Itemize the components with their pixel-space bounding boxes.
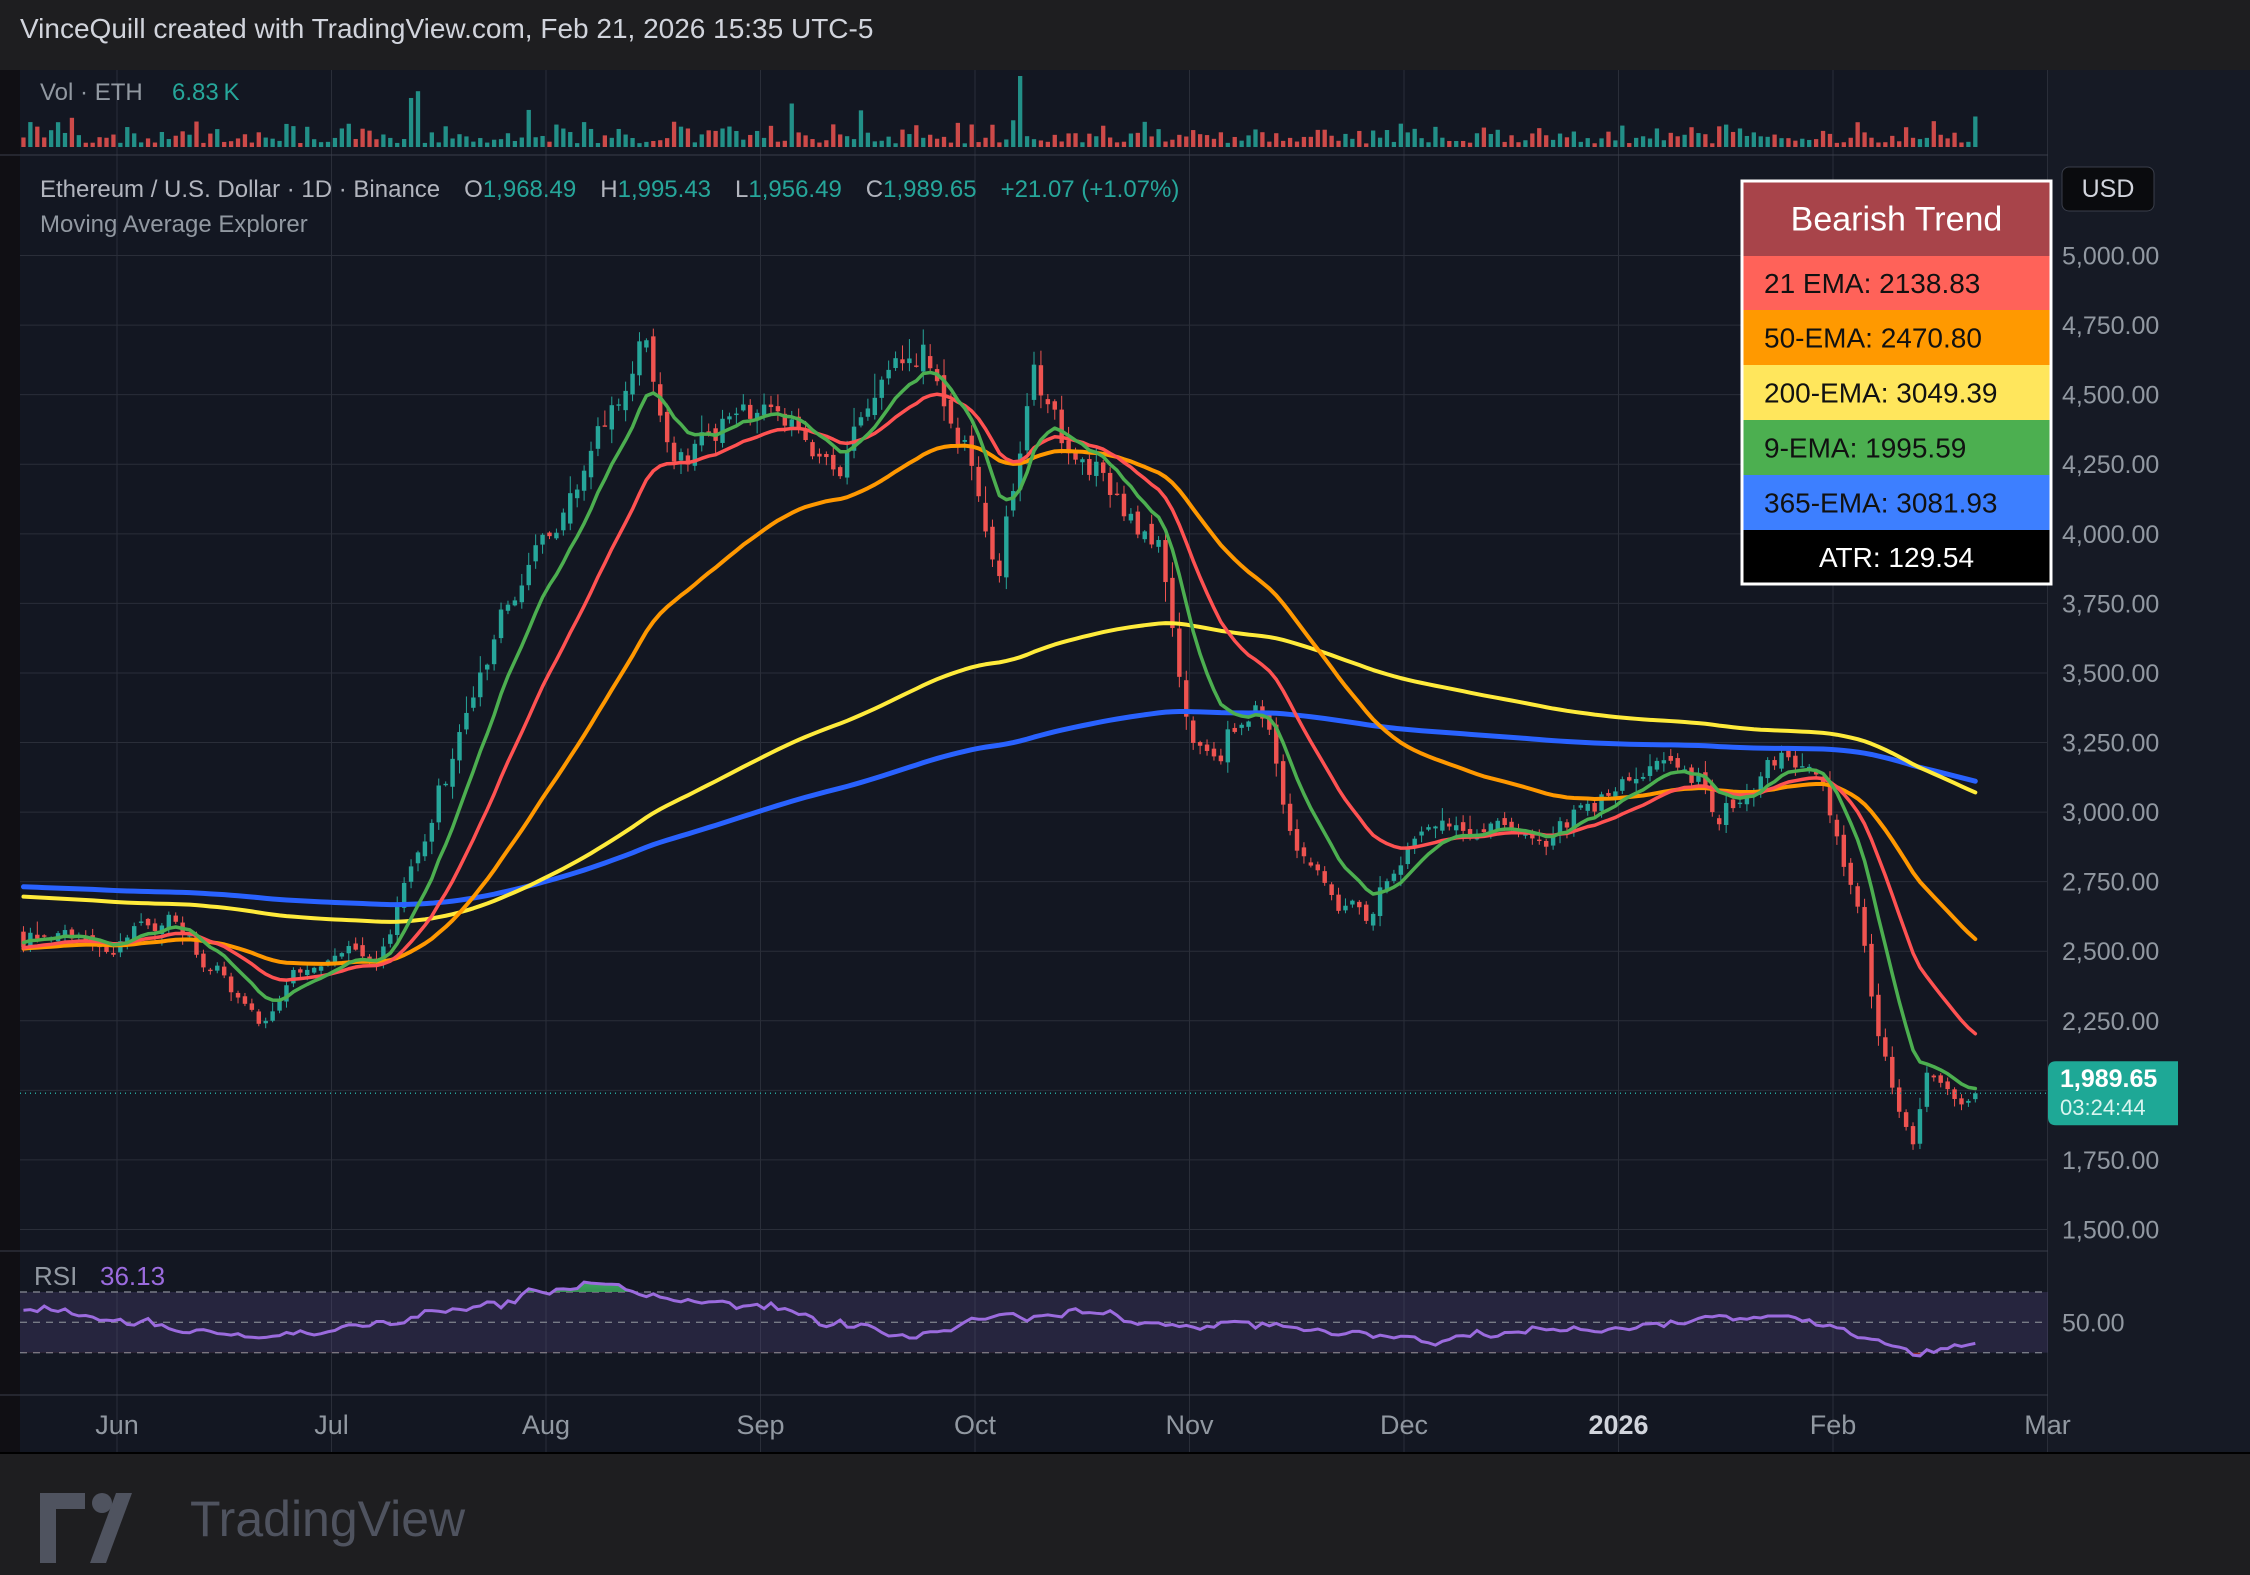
svg-text:2,250.00: 2,250.00 <box>2062 1008 2159 1036</box>
svg-text:Ethereum / U.S. Dollar · 1D ·: Ethereum / U.S. Dollar · 1D · Binance O1… <box>40 176 1179 203</box>
svg-text:RSI: RSI <box>34 1261 77 1291</box>
svg-text:Mar: Mar <box>2024 1410 2071 1440</box>
svg-text:Bearish Trend: Bearish Trend <box>1791 201 2003 239</box>
svg-text:1,989.65: 1,989.65 <box>2060 1065 2157 1093</box>
svg-text:50-EMA: 2470.80: 50-EMA: 2470.80 <box>1764 323 1982 354</box>
svg-text:Jun: Jun <box>95 1410 139 1440</box>
svg-text:21 EMA: 2138.83: 21 EMA: 2138.83 <box>1764 268 1980 299</box>
svg-text:365-EMA: 3081.93: 365-EMA: 3081.93 <box>1764 488 1998 519</box>
svg-text:VinceQuill created with Tradin: VinceQuill created with TradingView.com,… <box>20 13 873 44</box>
svg-text:3,250.00: 3,250.00 <box>2062 730 2159 758</box>
svg-text:TradingView: TradingView <box>190 1491 466 1547</box>
svg-text:Nov: Nov <box>1165 1410 1214 1440</box>
svg-text:36.13: 36.13 <box>100 1261 165 1291</box>
svg-text:Dec: Dec <box>1380 1410 1428 1440</box>
svg-text:Aug: Aug <box>522 1410 570 1440</box>
svg-text:4,250.00: 4,250.00 <box>2062 451 2159 479</box>
svg-text:1,500.00: 1,500.00 <box>2062 1217 2159 1245</box>
svg-text:4,500.00: 4,500.00 <box>2062 382 2159 410</box>
svg-text:3,000.00: 3,000.00 <box>2062 799 2159 827</box>
svg-text:1,750.00: 1,750.00 <box>2062 1147 2159 1175</box>
svg-text:Sep: Sep <box>736 1410 784 1440</box>
svg-text:9-EMA: 1995.59: 9-EMA: 1995.59 <box>1764 433 1966 464</box>
svg-text:3,500.00: 3,500.00 <box>2062 660 2159 688</box>
svg-text:Oct: Oct <box>954 1410 997 1440</box>
svg-text:4,750.00: 4,750.00 <box>2062 312 2159 340</box>
svg-text:2,500.00: 2,500.00 <box>2062 938 2159 966</box>
svg-text:Vol · ETH: Vol · ETH <box>40 79 143 106</box>
svg-text:6.83 K: 6.83 K <box>172 79 240 106</box>
svg-text:Moving Average Explorer: Moving Average Explorer <box>40 211 308 238</box>
svg-text:2026: 2026 <box>1588 1410 1648 1440</box>
svg-text:200-EMA: 3049.39: 200-EMA: 3049.39 <box>1764 378 1998 409</box>
svg-text:Feb: Feb <box>1810 1410 1857 1440</box>
svg-text:03:24:44: 03:24:44 <box>2060 1095 2146 1120</box>
svg-text:4,000.00: 4,000.00 <box>2062 521 2159 549</box>
svg-text:ATR: 129.54: ATR: 129.54 <box>1819 542 1974 573</box>
svg-text:5,000.00: 5,000.00 <box>2062 243 2159 271</box>
svg-text:50.00: 50.00 <box>2062 1309 2125 1337</box>
svg-text:Jul: Jul <box>314 1410 349 1440</box>
svg-text:3,750.00: 3,750.00 <box>2062 590 2159 618</box>
svg-text:2,750.00: 2,750.00 <box>2062 869 2159 897</box>
svg-text:USD: USD <box>2082 175 2135 203</box>
